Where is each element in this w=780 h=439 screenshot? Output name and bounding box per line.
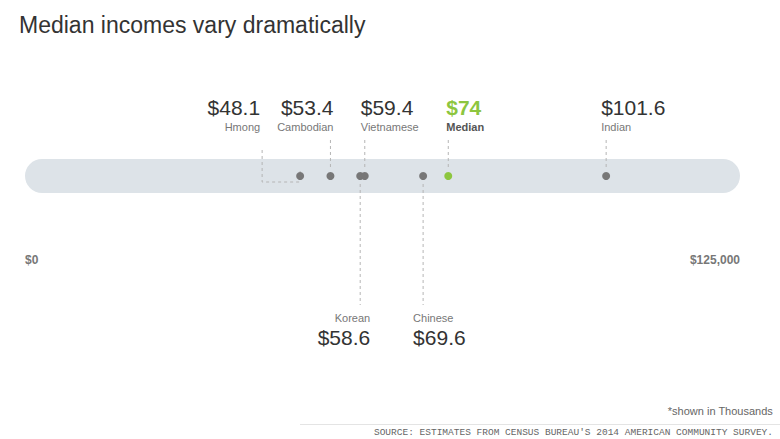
svg-text:$58.6: $58.6 [318, 326, 371, 349]
svg-text:Vietnamese: Vietnamese [361, 121, 419, 133]
svg-text:SOURCE: ESTIMATES FROM CENSUS: SOURCE: ESTIMATES FROM CENSUS BUREAU'S 2… [374, 427, 773, 438]
svg-text:Korean: Korean [335, 312, 370, 324]
svg-text:$69.6: $69.6 [413, 326, 466, 349]
svg-text:$48.1: $48.1 [208, 96, 261, 119]
svg-text:$53.4: $53.4 [281, 96, 334, 119]
svg-text:$101.6: $101.6 [601, 96, 665, 119]
svg-text:Indian: Indian [601, 121, 631, 133]
svg-text:Chinese: Chinese [413, 312, 453, 324]
svg-text:Cambodian: Cambodian [277, 121, 333, 133]
svg-text:$0: $0 [25, 253, 39, 267]
svg-text:$125,000: $125,000 [690, 253, 740, 267]
svg-text:Median incomes vary dramatical: Median incomes vary dramatically [19, 12, 366, 38]
svg-text:$59.4: $59.4 [361, 96, 414, 119]
svg-text:Median: Median [446, 121, 484, 133]
svg-text:*shown in Thousands: *shown in Thousands [668, 405, 773, 417]
svg-text:Hmong: Hmong [225, 121, 260, 133]
svg-text:$74: $74 [446, 96, 481, 119]
